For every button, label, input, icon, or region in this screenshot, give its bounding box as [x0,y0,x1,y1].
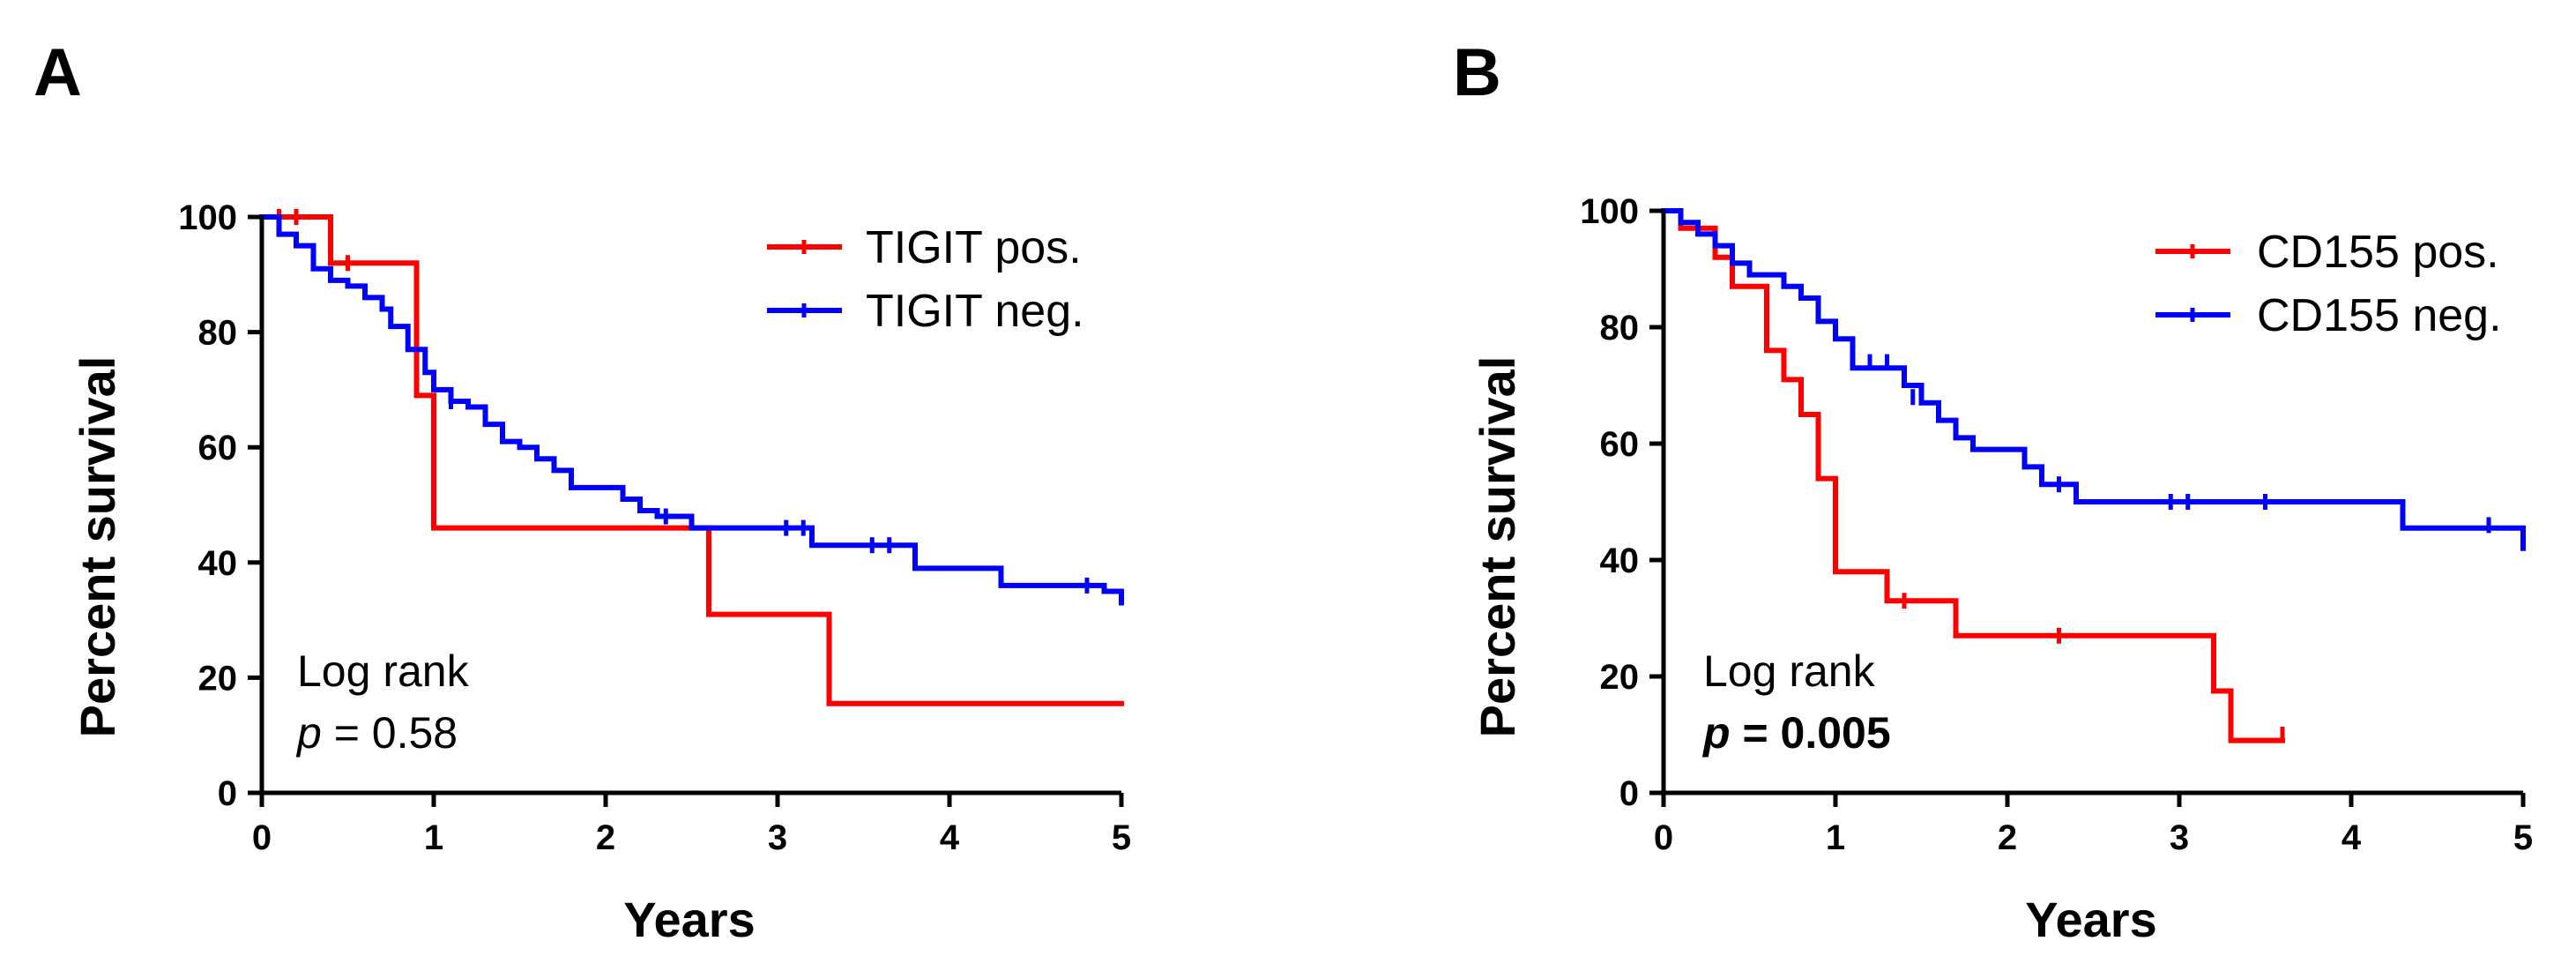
x-axis-title-b: Years [2025,892,2157,947]
curves-a [259,209,1124,706]
y-tick-label-a: 100 [178,198,237,237]
x-tick-label-a: 4 [940,818,960,857]
y-tick-label-b: 80 [1600,309,1640,347]
y-tick-label-a: 40 [198,544,238,583]
legend-a: TIGIT pos. TIGIT neg. [767,222,1084,337]
legend-label-cd155-neg: CD155 neg. [2257,290,2502,341]
panel-a: A Percent survival Years 0 1 2 3 4 5 0 20 40 60 80… [34,35,1131,947]
annotation-log-rank-a: Log rank [297,646,470,696]
x-tick-label-b: 1 [1826,818,1845,857]
axis-ticks-a: 0 1 2 3 4 5 0 20 40 60 80 100 [178,198,1131,857]
curves-b [1661,208,2526,743]
p-symbol-b: p [1701,708,1731,758]
y-axis-title-b: Percent survival [1470,356,1525,738]
x-tick-label-b: 3 [2170,818,2189,857]
y-tick-label-a: 60 [198,429,238,467]
legend-label-tigit-neg: TIGIT neg. [866,286,1084,337]
annotation-log-rank-b: Log rank [1703,646,1876,696]
axes-b [1661,209,2523,795]
y-axis-title-a: Percent survival [70,356,125,738]
y-tick-label-b: 40 [1600,542,1640,580]
y-tick-label-b: 100 [1580,192,1639,231]
axes-a [259,215,1121,795]
y-tick-label-a: 80 [198,314,238,353]
x-tick-label-a: 1 [424,818,443,857]
panel-letter-b: B [1453,35,1501,110]
y-tick-label-b: 0 [1619,774,1639,813]
x-tick-label-b: 2 [1998,818,2017,857]
x-tick-label-a: 0 [252,818,272,857]
x-tick-label-a: 5 [1112,818,1131,857]
legend-label-tigit-pos: TIGIT pos. [866,222,1082,273]
annotation-p-value-b: p = 0.005 [1701,708,1891,758]
annotation-p-value-a: p = 0.58 [295,708,458,758]
x-tick-label-a: 3 [768,818,787,857]
p-value-text-a: = 0.58 [322,708,458,758]
legend-b: CD155 pos. CD155 neg. [2155,227,2502,341]
x-tick-label-b: 4 [2341,818,2362,857]
y-tick-label-a: 0 [218,774,237,813]
survival-curve-b-pos [1661,208,2285,743]
y-tick-label-a: 20 [198,659,238,698]
survival-curve-b-neg [1661,208,2526,551]
p-symbol-a: p [295,708,322,758]
y-tick-label-b: 60 [1600,425,1640,464]
p-value-text-b: = 0.005 [1731,708,1891,758]
x-tick-label-a: 2 [596,818,615,857]
x-axis-title-a: Years [623,892,756,947]
legend-label-cd155-pos: CD155 pos. [2257,227,2499,278]
x-tick-label-b: 5 [2513,818,2533,857]
x-tick-label-b: 0 [1654,818,1673,857]
axis-ticks-b: 0 1 2 3 4 5 0 20 40 60 80 100 [1580,192,2533,857]
panel-b: B Percent survival Years 0 1 2 3 4 5 0 20 40 60 80… [1453,35,2533,947]
y-tick-label-b: 20 [1600,658,1640,697]
survival-curve-a-neg [259,214,1124,606]
survival-curve-a-pos [259,214,1124,706]
panel-letter-a: A [34,35,82,110]
